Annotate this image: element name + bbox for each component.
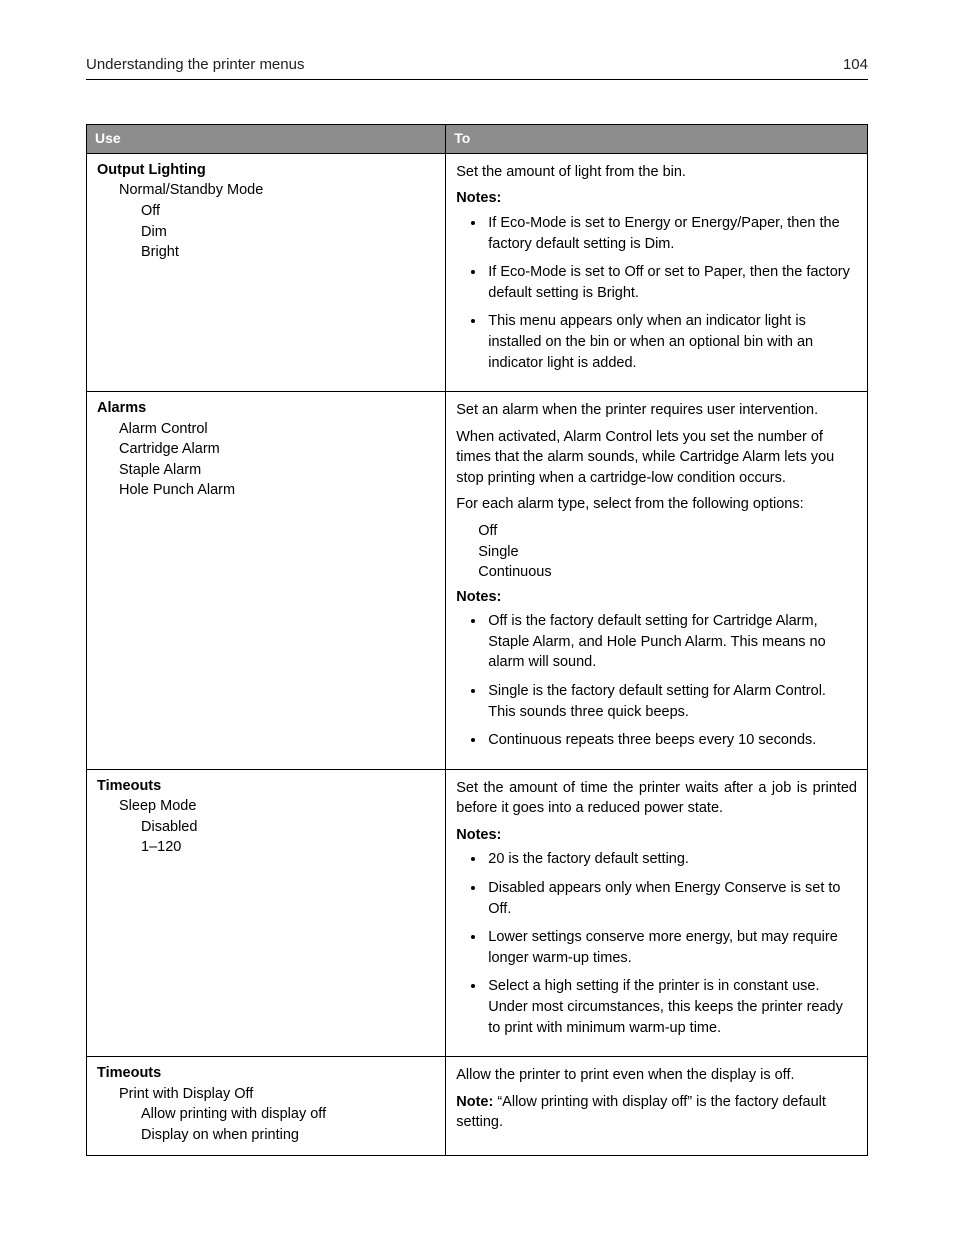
- note-item: Lower settings conserve more energy, but…: [486, 927, 857, 968]
- to-option: Off: [456, 521, 857, 542]
- running-header: Understanding the printer menus 104: [86, 56, 868, 73]
- menu-level2: Bright: [97, 242, 435, 263]
- to-paragraph: Set the amount of light from the bin.: [456, 162, 857, 183]
- to-paragraph: Allow the printer to print even when the…: [456, 1065, 857, 1086]
- to-cell: Set an alarm when the printer requires u…: [446, 392, 868, 770]
- table-row: Timeouts Print with Display Off Allow pr…: [87, 1057, 868, 1156]
- menu-level1: Alarm Control: [97, 419, 435, 440]
- note-item: Select a high setting if the printer is …: [486, 976, 857, 1038]
- menu-level2: Off: [97, 201, 435, 222]
- use-cell: Timeouts Print with Display Off Allow pr…: [87, 1057, 446, 1156]
- table-header-row: Use To: [87, 125, 868, 154]
- note-item: Disabled appears only when Energy Conser…: [486, 878, 857, 919]
- header-rule: [86, 79, 868, 80]
- use-cell: Output Lighting Normal/Standby Mode Off …: [87, 153, 446, 391]
- to-paragraph: Set the amount of time the printer waits…: [456, 778, 857, 819]
- to-paragraph: Set an alarm when the printer requires u…: [456, 400, 857, 421]
- menu-title: Alarms: [97, 398, 435, 419]
- menu-title: Timeouts: [97, 776, 435, 797]
- notes-list: 20 is the factory default setting. Disab…: [456, 849, 857, 1038]
- note-item: 20 is the factory default setting.: [486, 849, 857, 870]
- col-header-to: To: [446, 125, 868, 154]
- menu-level1: Staple Alarm: [97, 460, 435, 481]
- to-option: Single: [456, 542, 857, 563]
- note-inline-text: “Allow printing with display off” is the…: [456, 1094, 826, 1131]
- notes-label: Notes:: [456, 188, 857, 209]
- notes-label: Notes:: [456, 587, 857, 608]
- table-row: Timeouts Sleep Mode Disabled 1–120 Set t…: [87, 769, 868, 1056]
- use-cell: Timeouts Sleep Mode Disabled 1–120: [87, 769, 446, 1056]
- menu-level1: Print with Display Off: [97, 1084, 435, 1105]
- note-inline-label: Note:: [456, 1094, 493, 1110]
- note-item: If Eco-Mode is set to Energy or Energy/P…: [486, 213, 857, 254]
- menu-level2: Dim: [97, 222, 435, 243]
- to-option: Continuous: [456, 562, 857, 583]
- note-inline: Note: “Allow printing with display off” …: [456, 1092, 857, 1133]
- menu-level1: Cartridge Alarm: [97, 439, 435, 460]
- menu-title: Output Lighting: [97, 160, 435, 181]
- header-page-number: 104: [843, 56, 868, 73]
- note-item: Continuous repeats three beeps every 10 …: [486, 730, 857, 751]
- menu-level1: Hole Punch Alarm: [97, 480, 435, 501]
- table-row: Alarms Alarm Control Cartridge Alarm Sta…: [87, 392, 868, 770]
- menu-level2: Disabled: [97, 817, 435, 838]
- notes-label: Notes:: [456, 825, 857, 846]
- menu-level2: 1–120: [97, 837, 435, 858]
- note-item: Off is the factory default setting for C…: [486, 611, 857, 673]
- menu-level1: Sleep Mode: [97, 796, 435, 817]
- to-paragraph: For each alarm type, select from the fol…: [456, 494, 857, 515]
- note-item: Single is the factory default setting fo…: [486, 681, 857, 722]
- note-item: If Eco-Mode is set to Off or set to Pape…: [486, 262, 857, 303]
- to-cell: Allow the printer to print even when the…: [446, 1057, 868, 1156]
- col-header-use: Use: [87, 125, 446, 154]
- menu-level2: Display on when printing: [97, 1125, 435, 1146]
- notes-list: Off is the factory default setting for C…: [456, 611, 857, 750]
- menu-level2: Allow printing with display off: [97, 1104, 435, 1125]
- to-cell: Set the amount of time the printer waits…: [446, 769, 868, 1056]
- header-title: Understanding the printer menus: [86, 56, 304, 73]
- note-item: This menu appears only when an indicator…: [486, 311, 857, 373]
- to-paragraph: When activated, Alarm Control lets you s…: [456, 427, 857, 489]
- menu-title: Timeouts: [97, 1063, 435, 1084]
- use-cell: Alarms Alarm Control Cartridge Alarm Sta…: [87, 392, 446, 770]
- notes-list: If Eco-Mode is set to Energy or Energy/P…: [456, 213, 857, 373]
- menu-table: Use To Output Lighting Normal/Standby Mo…: [86, 124, 868, 1156]
- menu-level1: Normal/Standby Mode: [97, 180, 435, 201]
- table-row: Output Lighting Normal/Standby Mode Off …: [87, 153, 868, 391]
- to-cell: Set the amount of light from the bin. No…: [446, 153, 868, 391]
